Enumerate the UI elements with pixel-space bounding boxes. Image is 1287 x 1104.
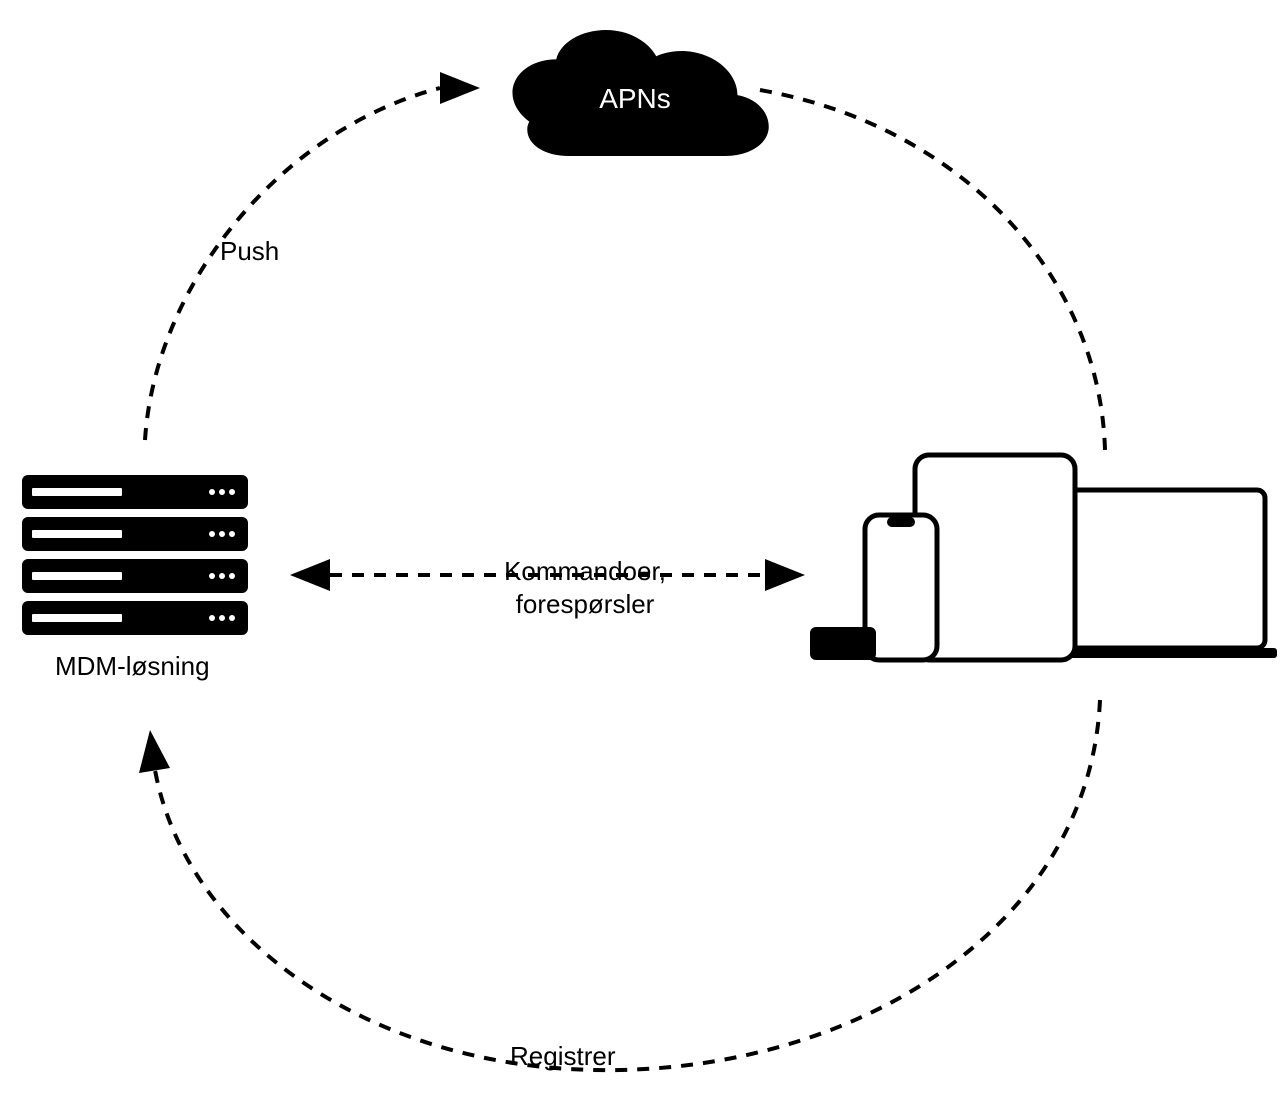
node-mdm-server xyxy=(22,475,248,635)
arrow-register xyxy=(139,730,170,773)
mdm-flow-diagram: APNs xyxy=(0,0,1287,1104)
label-register: Registrer xyxy=(510,1040,615,1073)
apns-label: APNs xyxy=(599,83,671,114)
arrow-commands-left xyxy=(290,559,330,591)
label-commands: Kommandoer, forespørsler xyxy=(485,555,685,620)
label-mdm: MDM-løsning xyxy=(55,650,210,683)
edge-register xyxy=(155,700,1100,1070)
edge-push xyxy=(145,88,440,440)
label-push: Push xyxy=(220,235,279,268)
arrow-commands-right xyxy=(765,559,805,591)
arrow-push xyxy=(440,72,480,104)
diagram-svg: APNs xyxy=(0,0,1287,1104)
edge-apns-devices xyxy=(760,90,1105,450)
node-devices xyxy=(810,455,1277,660)
